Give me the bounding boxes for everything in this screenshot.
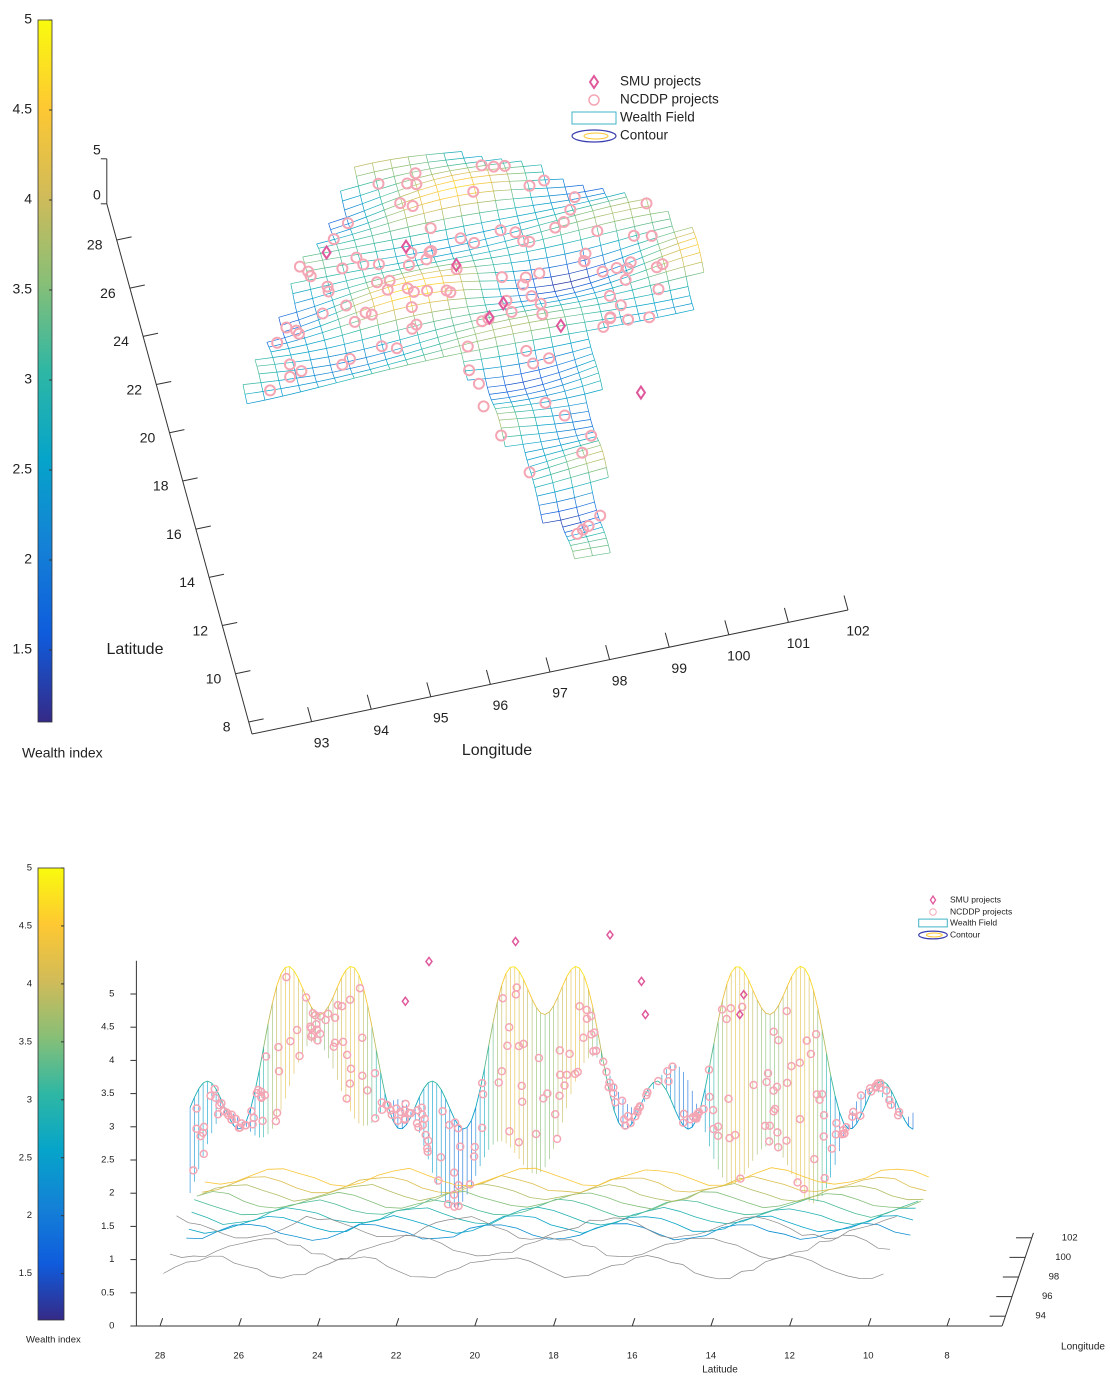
z-tick-label: 0 bbox=[93, 187, 101, 203]
z-tick-label: 2 bbox=[109, 1188, 114, 1199]
colorbar-tick-label: 3.5 bbox=[19, 1036, 32, 1047]
x-tick-label: 96 bbox=[1042, 1291, 1053, 1302]
y-tick-label: 26 bbox=[100, 285, 116, 301]
colorbar-tick-label: 1.5 bbox=[13, 641, 33, 657]
x-tick-label: 100 bbox=[1055, 1252, 1071, 1263]
y-tick-label: 28 bbox=[87, 237, 103, 253]
colorbar-tick-label: 2.5 bbox=[19, 1152, 32, 1163]
y-tick-label: 12 bbox=[193, 622, 209, 638]
z-tick-label: 1.5 bbox=[101, 1221, 114, 1232]
legend-label: SMU projects bbox=[950, 894, 1001, 904]
y-tick-label: 20 bbox=[470, 1351, 481, 1362]
x-tick-label: 95 bbox=[433, 710, 449, 726]
x-tick-label: 93 bbox=[314, 734, 330, 750]
x-tick-label: 98 bbox=[612, 672, 628, 688]
legend-label: Contour bbox=[950, 929, 980, 939]
y-tick-label: 8 bbox=[223, 719, 231, 735]
legend-label: Wealth Field bbox=[950, 917, 997, 927]
colorbar bbox=[38, 868, 64, 1320]
mesh-line bbox=[499, 289, 517, 290]
legend-label: SMU projects bbox=[620, 74, 701, 89]
y-tick-label: 10 bbox=[206, 670, 222, 686]
y-tick-label: 14 bbox=[179, 574, 195, 590]
y-tick-label: 22 bbox=[391, 1351, 402, 1362]
colorbar bbox=[38, 20, 52, 722]
x-tick-label: 97 bbox=[552, 685, 568, 701]
colorbar-tick-label: 4.5 bbox=[13, 101, 33, 117]
x-tick-label: 98 bbox=[1049, 1272, 1060, 1283]
y-tick-label: 10 bbox=[863, 1351, 874, 1362]
z-tick-label: 5 bbox=[93, 142, 101, 158]
colorbar-tick-label: 3 bbox=[27, 1094, 32, 1105]
y-tick-label: 14 bbox=[706, 1351, 717, 1362]
colorbar-tick-label: 4 bbox=[27, 978, 32, 989]
x-axis-title: Longitude bbox=[462, 742, 532, 759]
colorbar-tick-label: 4 bbox=[24, 191, 32, 207]
legend-label: Contour bbox=[620, 128, 669, 143]
y-tick-label: 26 bbox=[233, 1351, 244, 1362]
x-axis-title: Longitude bbox=[1061, 1342, 1105, 1353]
colorbar-tick-label: 4.5 bbox=[19, 920, 32, 931]
mesh-line bbox=[398, 1128, 402, 1129]
y-tick-label: 16 bbox=[627, 1351, 638, 1362]
colorbar-tick-label: 2.5 bbox=[13, 461, 33, 477]
legend-label: NCDDP projects bbox=[950, 906, 1012, 916]
z-tick-label: 4.5 bbox=[101, 1022, 114, 1033]
colorbar-tick-label: 2 bbox=[27, 1210, 32, 1221]
x-tick-label: 96 bbox=[493, 697, 509, 713]
colorbar-tick-label: 2 bbox=[24, 551, 32, 567]
page: 1.5 2 2.5 3 3.5 4 4.5 5 Wealth index 93 94 95 96 97 98… bbox=[0, 0, 1110, 1385]
y-tick-label: 18 bbox=[153, 478, 169, 494]
y-tick-label: 24 bbox=[312, 1351, 323, 1362]
y-tick-label: 20 bbox=[140, 429, 156, 445]
x-tick-label: 94 bbox=[1035, 1311, 1046, 1322]
z-tick-label: 3.5 bbox=[101, 1088, 114, 1099]
y-tick-label: 22 bbox=[127, 381, 143, 397]
x-tick-label: 94 bbox=[373, 722, 389, 738]
x-tick-label: 102 bbox=[846, 623, 870, 639]
y-tick-label: 18 bbox=[548, 1351, 559, 1362]
colorbar-label: Wealth index bbox=[26, 1335, 81, 1346]
y-tick-label: 16 bbox=[166, 526, 182, 542]
legend-label: Wealth Field bbox=[620, 110, 695, 125]
colorbar-tick-label: 3.5 bbox=[13, 281, 33, 297]
y-tick-label: 28 bbox=[155, 1351, 166, 1362]
x-tick-label: 100 bbox=[727, 648, 751, 664]
x-tick-label: 99 bbox=[671, 660, 687, 676]
y-axis-title: Latitude bbox=[107, 641, 164, 658]
y-tick-label: 24 bbox=[113, 333, 129, 349]
z-tick-label: 1 bbox=[109, 1254, 114, 1265]
x-tick-label: 101 bbox=[787, 635, 811, 651]
colorbar-label: Wealth index bbox=[22, 745, 103, 761]
colorbar-tick-label: 5 bbox=[27, 863, 32, 874]
colorbar-tick-label: 3 bbox=[24, 371, 32, 387]
z-tick-label: 0 bbox=[109, 1321, 114, 1332]
z-tick-label: 2.5 bbox=[101, 1155, 114, 1166]
z-tick-label: 4 bbox=[109, 1055, 114, 1066]
y-tick-label: 8 bbox=[944, 1351, 949, 1362]
legend-label: NCDDP projects bbox=[620, 92, 719, 107]
x-tick-label: 102 bbox=[1062, 1232, 1078, 1243]
z-tick-label: 3 bbox=[109, 1121, 114, 1132]
colorbar-tick-label: 5 bbox=[24, 11, 32, 27]
colorbar-tick-label: 1.5 bbox=[19, 1268, 32, 1279]
z-tick-label: 5 bbox=[109, 989, 114, 1000]
z-tick-label: 0.5 bbox=[101, 1287, 114, 1298]
y-axis-title: Latitude bbox=[702, 1365, 738, 1376]
figure: 1.5 2 2.5 3 3.5 4 4.5 5 Wealth index 93 94 95 96 97 98… bbox=[0, 0, 1110, 1385]
y-tick-label: 12 bbox=[784, 1351, 795, 1362]
